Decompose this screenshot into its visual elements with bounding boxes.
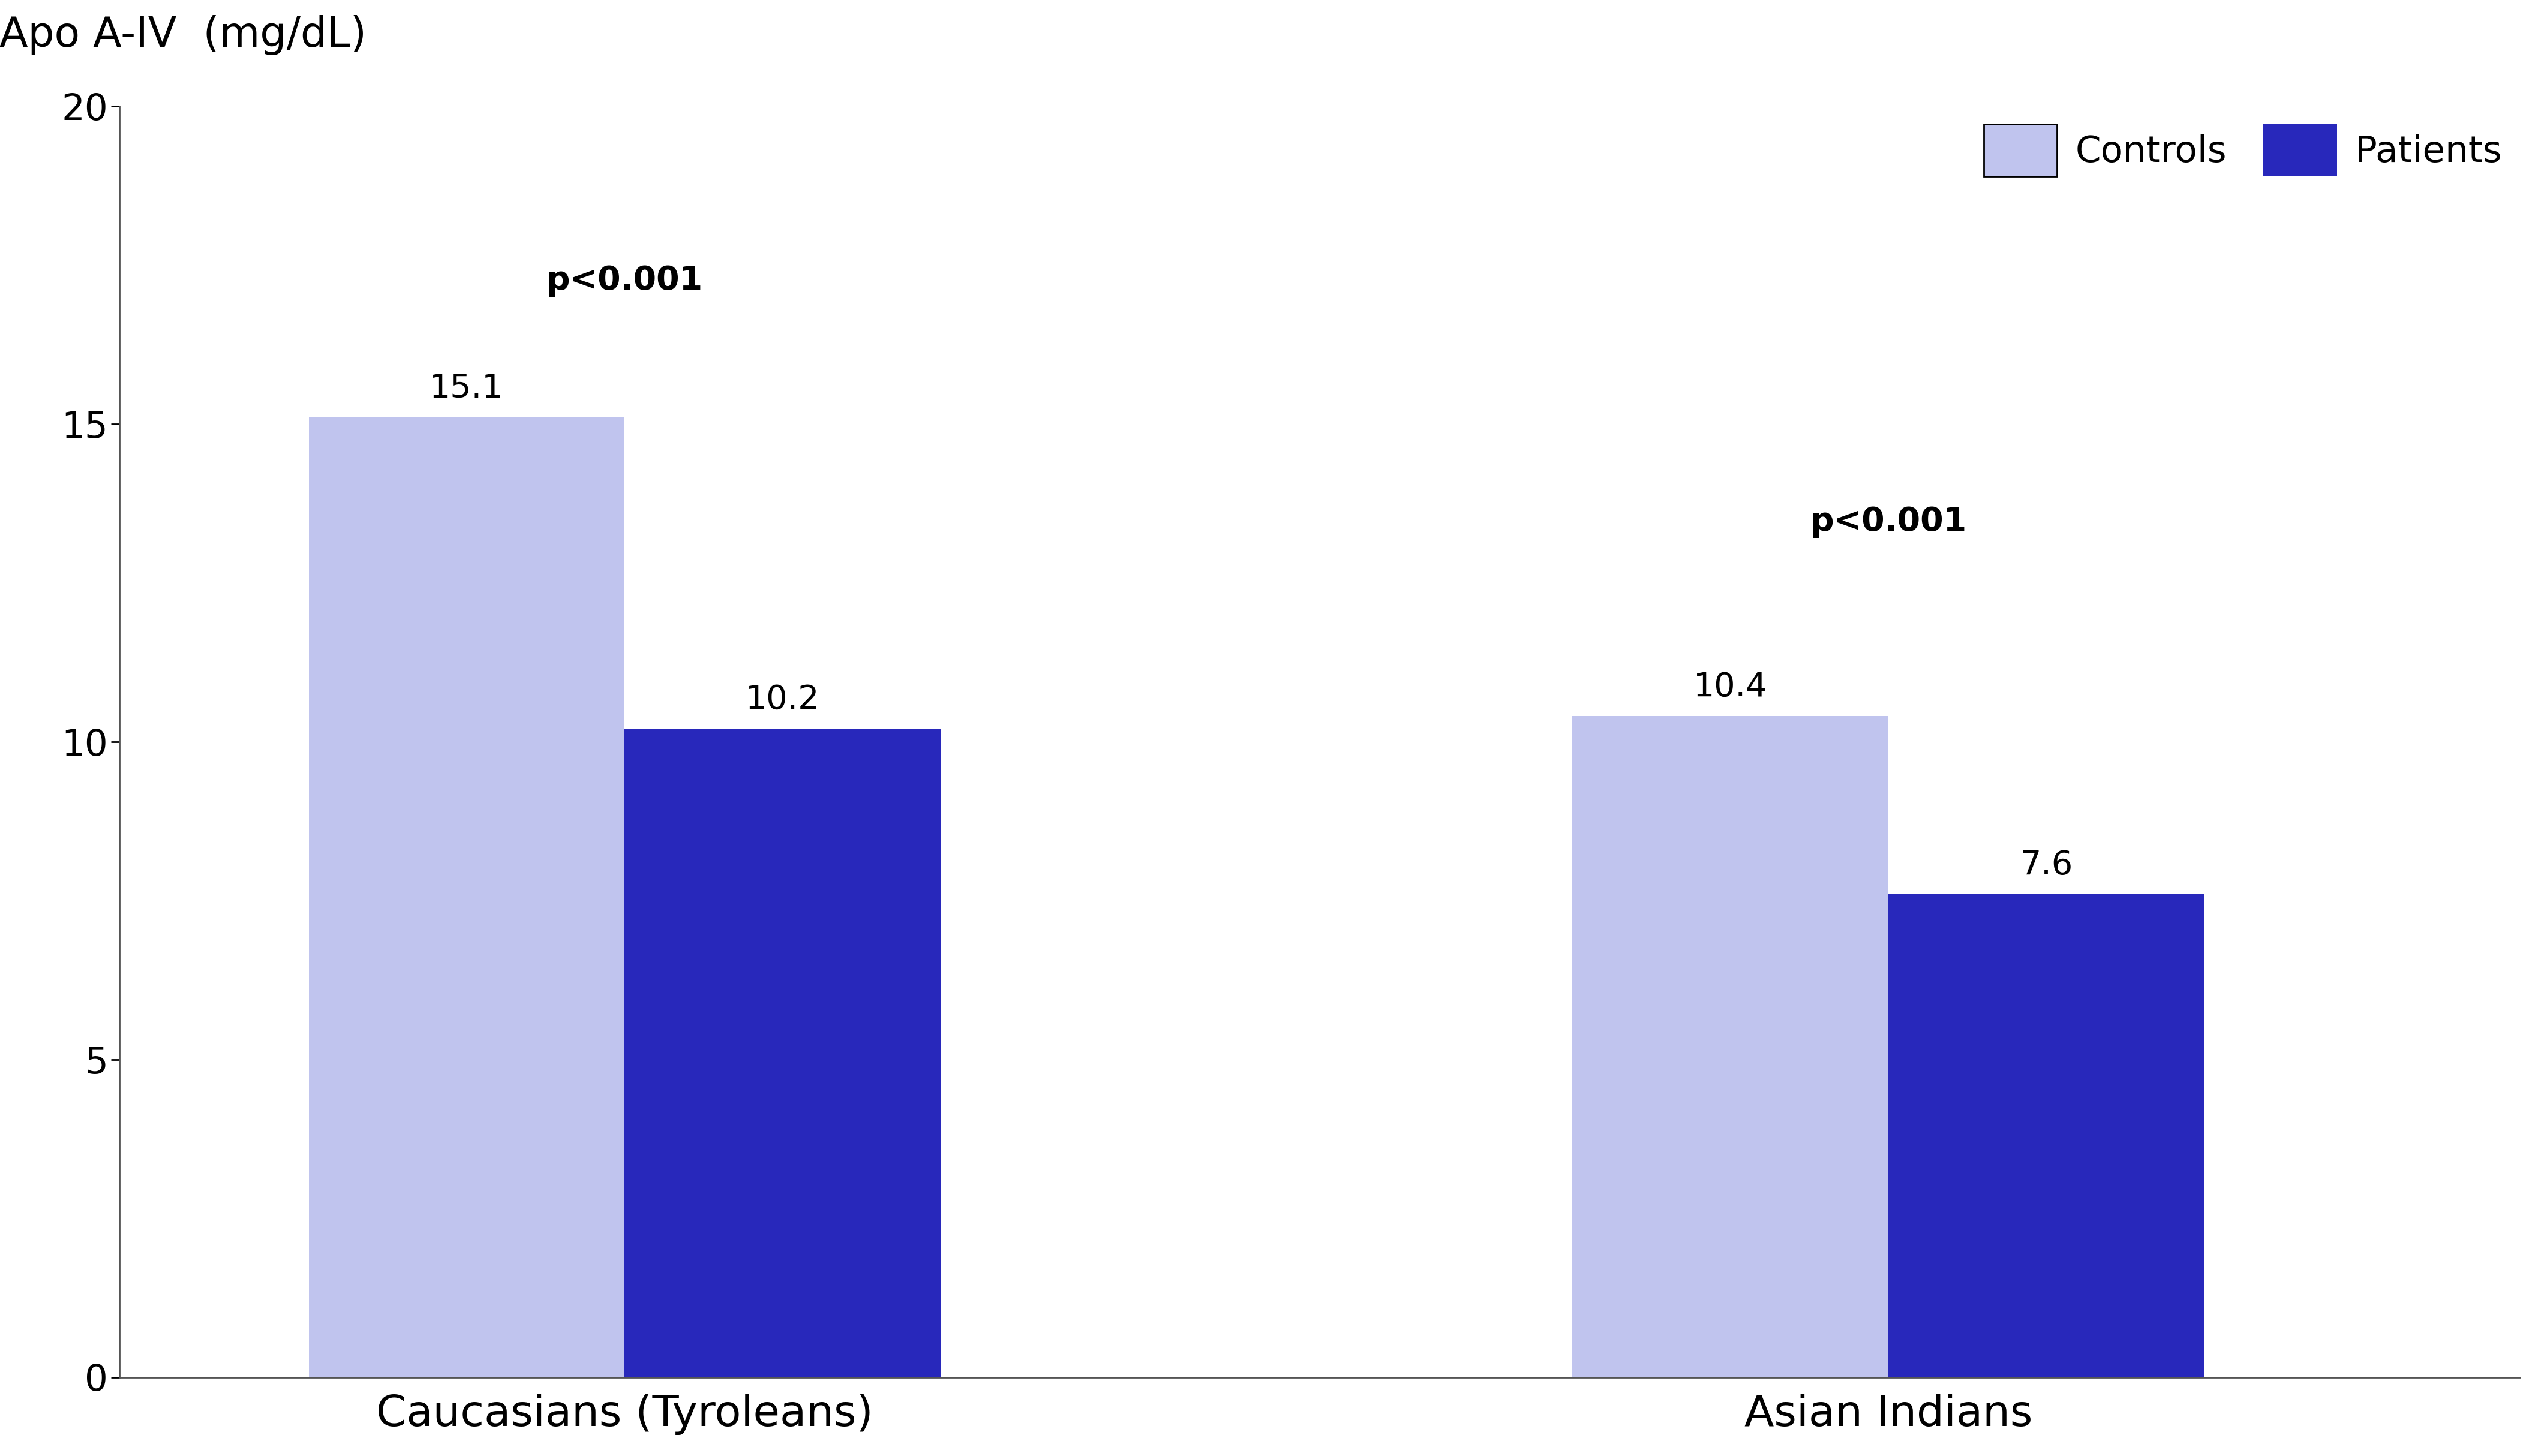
Text: 10.4: 10.4 <box>1692 671 1769 703</box>
Bar <box>1888 894 2203 1377</box>
Legend: Controls, Patients: Controls, Patients <box>1985 124 2503 176</box>
Text: p<0.001: p<0.001 <box>1809 505 1967 539</box>
Bar <box>1573 716 1888 1377</box>
Text: 15.1: 15.1 <box>429 373 503 405</box>
Text: p<0.001: p<0.001 <box>546 264 704 297</box>
Text: Apo A-IV  (mg/dL): Apo A-IV (mg/dL) <box>0 15 366 55</box>
Text: 10.2: 10.2 <box>745 684 821 716</box>
Bar <box>310 418 625 1377</box>
Text: 7.6: 7.6 <box>2020 849 2073 881</box>
Bar <box>625 729 940 1377</box>
